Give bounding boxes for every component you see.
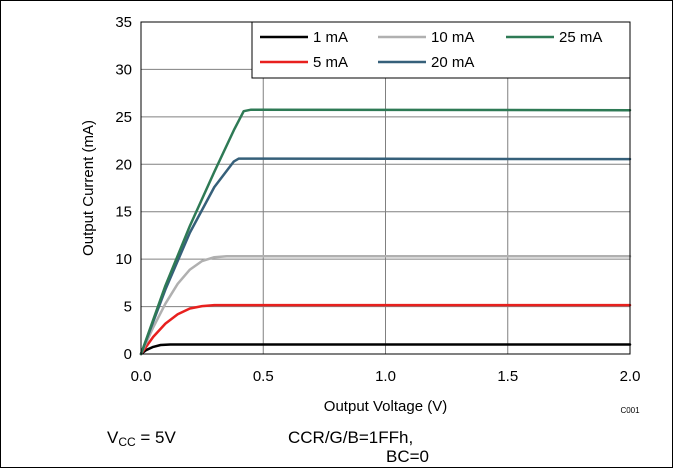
x-tick-label: 2.0	[620, 368, 641, 385]
y-tick-label: 10	[115, 251, 132, 268]
ccr-condition: CCR/G/B=1FFh,	[288, 428, 414, 447]
series-line	[139, 157, 632, 356]
x-tick-label: 1.5	[497, 368, 518, 385]
legend: 1 mA 10 mA 25 mA 5 mA 20 mA	[251, 21, 631, 79]
bc-condition: BC=0	[386, 447, 429, 466]
legend-entry-label: 5 mA	[313, 54, 348, 71]
vcc-symbol: V	[107, 428, 119, 447]
vcc-subscript: CC	[118, 435, 136, 449]
figure-code: C001	[620, 406, 640, 415]
series-line	[139, 303, 632, 356]
x-tick-label: 0.5	[253, 368, 274, 385]
vcc-value: = 5V	[135, 428, 176, 447]
tick-labels: 0.0 0.5 1.0 1.5 2.0 0 5 10 15 20 25 30 35	[115, 14, 640, 385]
series-line	[139, 108, 632, 356]
legend-entry-label: 1 mA	[313, 29, 348, 46]
y-tick-label: 15	[115, 204, 132, 221]
y-tick-label: 5	[124, 299, 132, 316]
y-tick-label: 20	[115, 156, 132, 173]
x-axis-label: Output Voltage (V)	[324, 398, 447, 415]
x-tick-label: 0.0	[131, 368, 152, 385]
legend-box	[251, 21, 631, 79]
y-tick-label: 35	[115, 14, 132, 31]
y-axis-label: Output Current (mA)	[80, 120, 97, 256]
y-tick-label: 0	[124, 346, 132, 363]
vcc-condition: VCC = 5V	[107, 428, 176, 449]
legend-entry-label: 25 mA	[559, 29, 602, 46]
series-layer	[139, 108, 632, 356]
legend-entry-label: 10 mA	[431, 29, 474, 46]
series-line	[139, 343, 632, 356]
series-line	[139, 255, 632, 356]
legend-entry-label: 20 mA	[431, 54, 474, 71]
y-tick-label: 30	[115, 61, 132, 78]
x-tick-label: 1.0	[375, 368, 396, 385]
y-tick-label: 25	[115, 109, 132, 126]
